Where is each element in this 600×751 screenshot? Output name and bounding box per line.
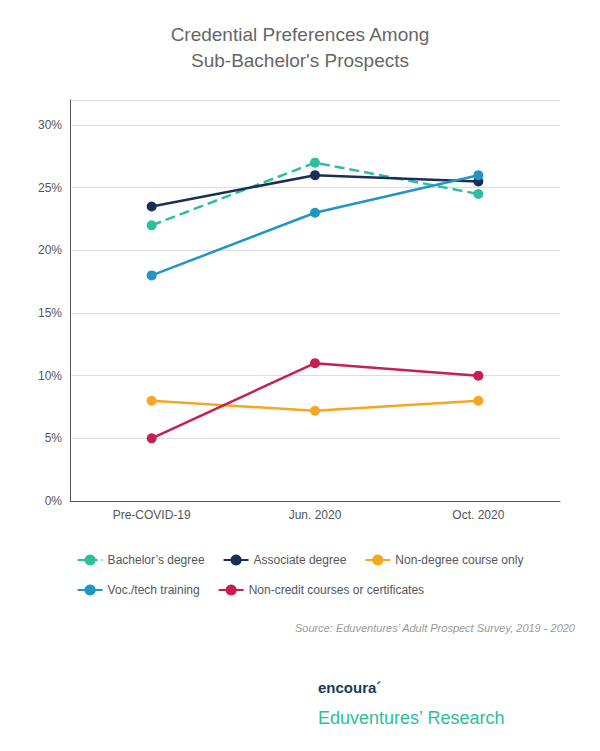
svg-text:10%: 10% bbox=[38, 369, 62, 383]
svg-text:5%: 5% bbox=[45, 431, 63, 445]
svg-text:Eduventures’ Research: Eduventures’ Research bbox=[318, 708, 504, 728]
svg-text:Sub-Bachelor's Prospects: Sub-Bachelor's Prospects bbox=[191, 50, 409, 71]
svg-text:encoura´: encoura´ bbox=[318, 679, 381, 696]
svg-text:25%: 25% bbox=[38, 181, 62, 195]
svg-text:20%: 20% bbox=[38, 243, 62, 257]
svg-text:Bachelor’s degree: Bachelor’s degree bbox=[108, 553, 205, 567]
svg-text:Source: Eduventures’ Adult Pro: Source: Eduventures’ Adult Prospect Surv… bbox=[295, 622, 576, 634]
svg-text:Credential Preferences Among: Credential Preferences Among bbox=[171, 24, 430, 45]
svg-text:Non-degree course only: Non-degree course only bbox=[395, 553, 523, 567]
svg-text:Oct. 2020: Oct. 2020 bbox=[452, 508, 504, 522]
svg-text:30%: 30% bbox=[38, 118, 62, 132]
svg-text:0%: 0% bbox=[45, 494, 63, 508]
svg-text:15%: 15% bbox=[38, 306, 62, 320]
svg-text:Non-credit courses or certific: Non-credit courses or certificates bbox=[249, 583, 424, 597]
svg-text:Associate degree: Associate degree bbox=[254, 553, 347, 567]
svg-text:Jun. 2020: Jun. 2020 bbox=[289, 508, 342, 522]
svg-text:Pre-COVID-19: Pre-COVID-19 bbox=[113, 508, 191, 522]
svg-text:Voc./tech training: Voc./tech training bbox=[108, 583, 200, 597]
